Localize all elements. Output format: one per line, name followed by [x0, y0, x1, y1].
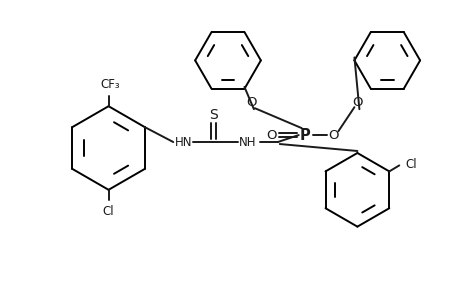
Text: O: O [328, 129, 338, 142]
Text: P: P [299, 128, 309, 142]
Text: Cl: Cl [102, 205, 114, 218]
Text: O: O [246, 96, 257, 109]
Text: S: S [208, 108, 217, 122]
Text: NH: NH [239, 136, 256, 148]
Text: O: O [352, 96, 362, 109]
Text: CF₃: CF₃ [101, 78, 120, 91]
Text: Cl: Cl [404, 158, 416, 171]
Text: HN: HN [174, 136, 191, 148]
Text: O: O [266, 129, 276, 142]
